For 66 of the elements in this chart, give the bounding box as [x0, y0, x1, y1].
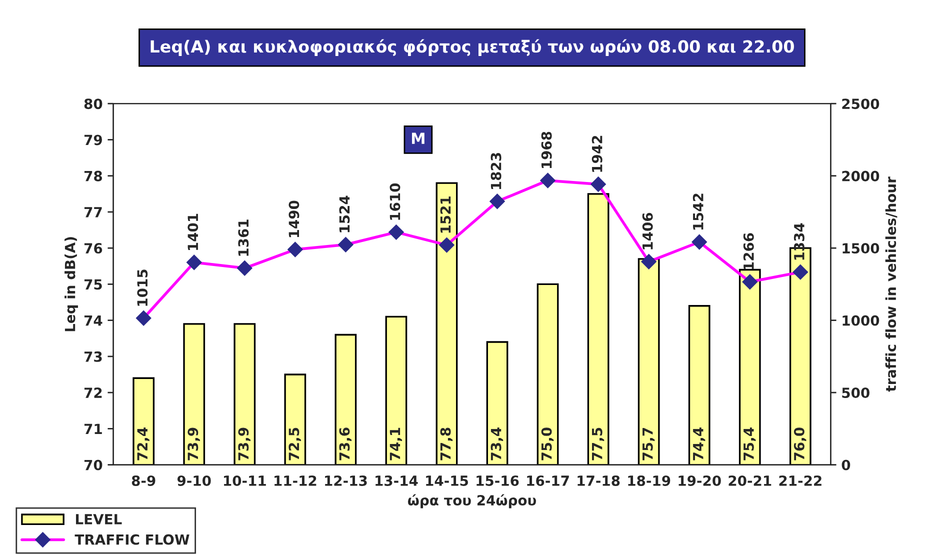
y-tick-label: 78: [84, 170, 102, 182]
y-tick-label: 71: [84, 424, 102, 434]
y-tick-label: 76: [84, 243, 102, 254]
x-tick-label: 11-12: [274, 475, 316, 486]
data-label: 1334: [794, 223, 804, 260]
data-label: 76,0: [794, 428, 806, 460]
data-label: 75,7: [642, 428, 655, 460]
data-label: 1610: [390, 183, 400, 220]
y-tick-label: 74: [84, 315, 102, 326]
x-tick-label: 9-10: [177, 475, 211, 486]
x-tick-label: 21-22: [779, 475, 822, 486]
data-label: 74,1: [390, 428, 402, 460]
x-tick-label: 16-17: [527, 475, 569, 486]
y-axis-title: Leq in dB(A): [64, 237, 78, 332]
x-tick-label: 18-19: [628, 475, 670, 486]
data-label: 1542: [692, 194, 704, 230]
data-label: 73,9: [188, 428, 200, 460]
annotation: M: [412, 132, 424, 144]
data-label: 1015: [137, 270, 148, 306]
y2-tick-label: 2500: [842, 98, 880, 110]
x-tick-label: 12-13: [325, 475, 367, 486]
data-label: 74,4: [693, 428, 706, 460]
data-label: 73,9: [238, 428, 250, 460]
legend-label: TRAFFIC FLOW: [74, 534, 190, 545]
y-tick-label: 77: [84, 207, 102, 218]
y2-tick-label: 500: [842, 388, 870, 398]
x-tick-label: 15-16: [476, 475, 519, 486]
x-tick-label: 13-14: [376, 475, 418, 486]
x-axis-title: ώρα του 24ώρου: [408, 494, 536, 508]
data-label: 72,4: [137, 428, 150, 460]
x-tick-label: 14-15: [426, 476, 468, 486]
legend-label: LEVEL: [76, 514, 122, 524]
chart-title: Leq(A) και κυκλοφοριακός φόρτος μεταξύ των ωρών 08.00 και 22.00: [150, 39, 794, 56]
data-label: 1823: [490, 153, 502, 190]
x-tick-label: 17-18: [578, 475, 620, 486]
data-label: 75,4: [744, 428, 756, 460]
x-tick-label: 8-9: [132, 475, 156, 486]
data-label: 1490: [288, 200, 300, 238]
y-tick-label: 73: [84, 351, 102, 362]
y2-tick-label: 2000: [842, 170, 880, 182]
y2-tick-label: 1500: [842, 243, 880, 254]
data-label: 73,4: [490, 428, 504, 460]
data-label: 1361: [238, 220, 249, 256]
data-label: 73,6: [339, 428, 352, 460]
data-label: 77,5: [592, 428, 604, 460]
y2-tick-label: 1000: [842, 315, 880, 326]
data-label: 1406: [642, 212, 653, 250]
data-label: 1524: [339, 196, 350, 232]
data-label: 72,5: [288, 428, 301, 460]
y-tick-label: 79: [84, 134, 102, 146]
y-tick-label: 70: [84, 460, 102, 470]
data-label: 1401: [188, 214, 198, 250]
data-label: 1942: [592, 136, 602, 172]
data-label: 1266: [743, 233, 754, 270]
y-tick-label: 80: [84, 98, 102, 110]
x-tick-label: 19-20: [678, 475, 721, 486]
data-label: 75,0: [541, 428, 554, 460]
y2-axis-title: traffic flow in vehicles/hour: [885, 176, 898, 392]
x-tick-label: 20-21: [728, 475, 772, 486]
y-tick-label: 72: [84, 388, 102, 398]
y2-tick-label: 0: [842, 460, 850, 470]
data-label: 1968: [541, 132, 552, 168]
data-label: 1521: [440, 196, 451, 233]
data-label: 77,8: [440, 428, 453, 460]
x-tick-label: 10-11: [224, 475, 266, 486]
y-tick-label: 75: [84, 279, 102, 290]
